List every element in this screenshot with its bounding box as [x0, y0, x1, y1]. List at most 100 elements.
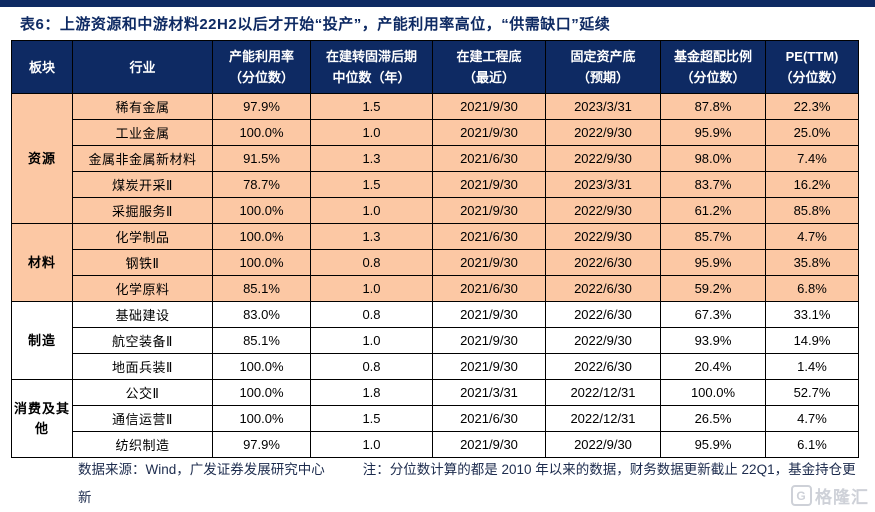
value-cell: 100.0%	[212, 405, 311, 432]
watermark-label: 格隆汇	[815, 488, 869, 507]
value-cell: 95.9%	[660, 249, 766, 276]
value-cell: 2022/12/31	[545, 379, 661, 406]
value-cell: 85.1%	[212, 275, 311, 302]
value-cell: 26.5%	[660, 405, 766, 432]
footnotes: 数据来源：Wind，广发证券发展研究中心 注：分位数计算的都是 2010 年以来的…	[78, 456, 868, 512]
table-row: 工业金属 100.0% 1.0 2021/9/30 2022/9/30 95.9% 25.0…	[12, 119, 859, 146]
capacity-table-wrap: 板块 行业 产能利用率 （分位数） 在建转固滞后期 中位数（年） 在建工程底 （最近） 固定资产…	[11, 40, 859, 458]
column-header: PE(TTM) （分位数）	[765, 40, 859, 94]
value-cell: 100.0%	[212, 249, 311, 276]
value-cell: 1.5	[310, 171, 433, 198]
value-cell: 2022/6/30	[545, 275, 661, 302]
value-cell: 25.0%	[765, 119, 859, 146]
value-cell: 2021/6/30	[432, 275, 546, 302]
column-header: 在建转固滞后期 中位数（年）	[310, 40, 433, 94]
data-source-note: 数据来源：Wind，广发证券发展研究中心	[78, 462, 325, 477]
table-row: 纺织制造 97.9% 1.0 2021/9/30 2022/9/30 95.9% 6.1%	[12, 431, 859, 458]
value-cell: 4.7%	[765, 405, 859, 432]
table-row: 煤炭开采Ⅱ 78.7% 1.5 2021/9/30 2023/3/31 83.7% 16.2…	[12, 171, 859, 198]
value-cell: 14.9%	[765, 327, 859, 354]
value-cell: 100.0%	[212, 197, 311, 224]
sector-label: 资源	[11, 93, 73, 224]
value-cell: 22.3%	[765, 93, 859, 120]
industry-cell: 钢铁Ⅱ	[72, 249, 213, 276]
table-row: 钢铁Ⅱ 100.0% 0.8 2021/9/30 2022/6/30 95.9% 35.8%	[12, 249, 859, 276]
method-note: 注：分位数计算的都是 2010 年以来的数据，财务数据更新截止 22Q1，基金持…	[78, 462, 856, 505]
value-cell: 2023/3/31	[545, 93, 661, 120]
value-cell: 97.9%	[212, 431, 311, 458]
value-cell: 2022/6/30	[545, 301, 661, 328]
value-cell: 85.1%	[212, 327, 311, 354]
value-cell: 100.0%	[212, 119, 311, 146]
table-row: 材料 化学制品 100.0% 1.3 2021/6/30 2022/9/30 85.7% 4.…	[11, 223, 859, 302]
value-cell: 67.3%	[660, 301, 766, 328]
table-row: 地面兵装Ⅱ 100.0% 0.8 2021/9/30 2022/6/30 20.4% 1.4…	[12, 353, 859, 380]
value-cell: 2021/9/30	[432, 119, 546, 146]
table-row: 资源 稀有金属 97.9% 1.5 2021/9/30 2023/3/31 87.8% 22.…	[11, 93, 859, 224]
value-cell: 1.3	[310, 145, 433, 172]
value-cell: 6.8%	[765, 275, 859, 302]
value-cell: 1.0	[310, 431, 433, 458]
value-cell: 0.8	[310, 301, 433, 328]
industry-cell: 地面兵装Ⅱ	[72, 353, 213, 380]
industry-cell: 金属非金属新材料	[72, 145, 213, 172]
value-cell: 33.1%	[765, 301, 859, 328]
table-row: 通信运营Ⅱ 100.0% 1.5 2021/6/30 2022/12/31 26.5% 4.…	[12, 405, 859, 432]
value-cell: 2022/9/30	[545, 327, 661, 354]
gelonghui-logo-icon: G	[791, 485, 812, 506]
value-cell: 2021/6/30	[432, 405, 546, 432]
industry-cell: 化学原料	[72, 275, 213, 302]
value-cell: 2023/3/31	[545, 171, 661, 198]
value-cell: 2022/9/30	[545, 119, 661, 146]
value-cell: 2022/9/30	[545, 431, 661, 458]
value-cell: 2022/6/30	[545, 353, 661, 380]
value-cell: 95.9%	[660, 119, 766, 146]
value-cell: 2022/9/30	[545, 223, 661, 250]
industry-cell: 纺织制造	[72, 431, 213, 458]
value-cell: 100.0%	[660, 379, 766, 406]
value-cell: 52.7%	[765, 379, 859, 406]
industry-cell: 化学制品	[72, 223, 213, 250]
table-row: 采掘服务Ⅱ 100.0% 1.0 2021/9/30 2022/9/30 61.2% 85.…	[12, 197, 859, 224]
value-cell: 16.2%	[765, 171, 859, 198]
value-cell: 4.7%	[765, 223, 859, 250]
value-cell: 87.8%	[660, 93, 766, 120]
industry-cell: 采掘服务Ⅱ	[72, 197, 213, 224]
industry-cell: 工业金属	[72, 119, 213, 146]
industry-cell: 稀有金属	[72, 93, 213, 120]
value-cell: 2022/9/30	[545, 197, 661, 224]
value-cell: 1.0	[310, 327, 433, 354]
value-cell: 2021/6/30	[432, 223, 546, 250]
value-cell: 100.0%	[212, 223, 311, 250]
value-cell: 35.8%	[765, 249, 859, 276]
value-cell: 0.8	[310, 249, 433, 276]
value-cell: 59.2%	[660, 275, 766, 302]
industry-cell: 基础建设	[72, 301, 213, 328]
footnote-line-1: 数据来源：Wind，广发证券发展研究中心 注：分位数计算的都是 2010 年以来的…	[78, 456, 868, 512]
value-cell: 0.8	[310, 353, 433, 380]
value-cell: 2021/9/30	[432, 353, 546, 380]
value-cell: 98.0%	[660, 145, 766, 172]
value-cell: 20.4%	[660, 353, 766, 380]
value-cell: 93.9%	[660, 327, 766, 354]
top-accent-bar	[0, 0, 875, 7]
value-cell: 2022/6/30	[545, 249, 661, 276]
column-header: 产能利用率 （分位数）	[212, 40, 311, 94]
value-cell: 91.5%	[212, 145, 311, 172]
value-cell: 2021/3/31	[432, 379, 546, 406]
value-cell: 1.5	[310, 405, 433, 432]
value-cell: 1.0	[310, 275, 433, 302]
industry-cell: 通信运营Ⅱ	[72, 405, 213, 432]
value-cell: 100.0%	[212, 379, 311, 406]
value-cell: 2021/9/30	[432, 431, 546, 458]
value-cell: 97.9%	[212, 93, 311, 120]
value-cell: 6.1%	[765, 431, 859, 458]
value-cell: 78.7%	[212, 171, 311, 198]
value-cell: 1.0	[310, 197, 433, 224]
table-row: 消费及其他 公交Ⅱ 100.0% 1.8 2021/3/31 2022/12/31 100.…	[11, 379, 859, 458]
sector-label: 材料	[11, 223, 73, 302]
value-cell: 2022/12/31	[545, 405, 661, 432]
value-cell: 2021/9/30	[432, 327, 546, 354]
industry-cell: 航空装备Ⅱ	[72, 327, 213, 354]
table-row: 航空装备Ⅱ 85.1% 1.0 2021/9/30 2022/9/30 93.9% 14.9…	[12, 327, 859, 354]
